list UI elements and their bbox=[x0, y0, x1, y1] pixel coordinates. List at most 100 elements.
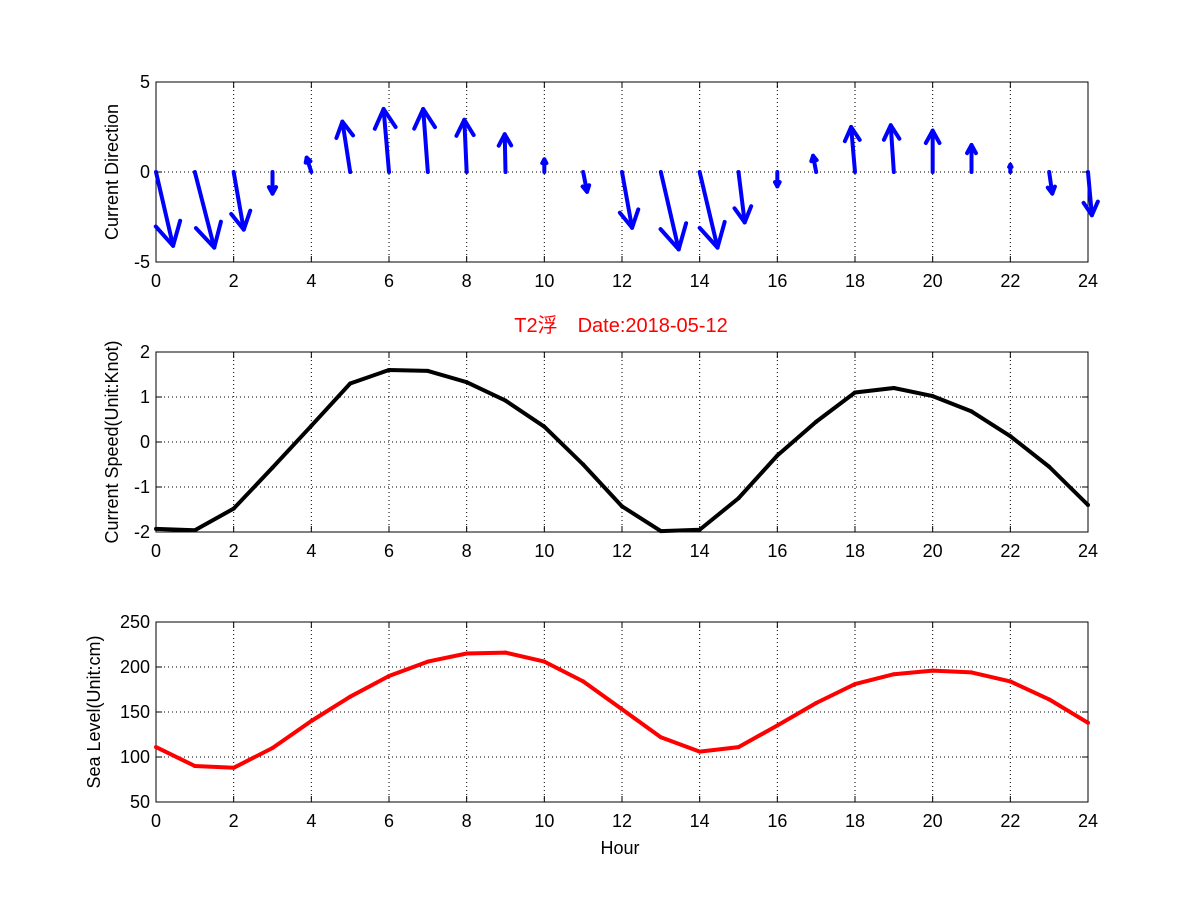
x-tick-label: 18 bbox=[845, 541, 865, 561]
y-tick-label: -5 bbox=[134, 252, 150, 272]
direction-arrow bbox=[809, 153, 819, 174]
data-point bbox=[309, 719, 314, 723]
data-point bbox=[930, 394, 935, 399]
y-tick-label: 0 bbox=[140, 162, 150, 182]
x-tick-label: 14 bbox=[690, 811, 710, 831]
y-tick-label: 250 bbox=[120, 612, 150, 632]
chart-title: T2浮 Date:2018-05-12 bbox=[514, 314, 727, 337]
y-tick-label: 100 bbox=[120, 747, 150, 767]
direction-arrow bbox=[580, 170, 592, 194]
data-point bbox=[503, 398, 508, 403]
data-point bbox=[464, 380, 469, 385]
x-tick-label: 8 bbox=[462, 271, 472, 291]
data-point bbox=[348, 381, 353, 386]
sealevel-grid bbox=[156, 622, 1088, 802]
direction-arrow bbox=[229, 170, 253, 232]
direction-y-axis-label: Current Direction bbox=[102, 104, 122, 240]
x-tick-label: 4 bbox=[306, 541, 316, 561]
direction-arrow bbox=[732, 170, 754, 225]
data-point bbox=[581, 679, 586, 684]
direction-arrow bbox=[372, 107, 398, 174]
direction-arrow bbox=[923, 128, 942, 174]
direction-arrow bbox=[1007, 162, 1014, 174]
x-tick-label: 10 bbox=[534, 271, 554, 291]
direction-arrow bbox=[772, 170, 782, 189]
direction-arrow bbox=[697, 170, 727, 250]
direction-arrow bbox=[454, 117, 476, 174]
x-tick-label: 4 bbox=[306, 811, 316, 831]
x-tick-label: 16 bbox=[767, 811, 787, 831]
data-point bbox=[154, 745, 158, 750]
data-point bbox=[891, 672, 896, 677]
direction-arrow bbox=[412, 107, 437, 174]
x-tick-label: 8 bbox=[462, 541, 472, 561]
current-direction-panel: 0 2 4 6 8 10 12 14 16 18 20 22 24-505 Current Direct… bbox=[102, 72, 1100, 291]
data-point bbox=[1047, 464, 1052, 469]
direction-arrow bbox=[496, 132, 514, 174]
sealevel-series bbox=[154, 650, 1090, 770]
x-tick-label: 22 bbox=[1000, 271, 1020, 291]
data-point bbox=[231, 506, 236, 511]
y-tick-label: -2 bbox=[134, 522, 150, 542]
data-point bbox=[192, 764, 197, 768]
data-point bbox=[775, 453, 780, 458]
x-tick-label: 24 bbox=[1078, 541, 1098, 561]
data-point bbox=[969, 409, 974, 414]
x-tick-label: 10 bbox=[534, 541, 554, 561]
data-point bbox=[814, 419, 819, 424]
direction-arrow bbox=[617, 170, 641, 230]
data-point bbox=[270, 746, 275, 750]
direction-arrow bbox=[266, 170, 279, 196]
data-point bbox=[620, 707, 624, 712]
data-point bbox=[736, 745, 741, 750]
y-tick-label: 200 bbox=[120, 657, 150, 677]
x-tick-label: 8 bbox=[462, 811, 472, 831]
data-point bbox=[387, 674, 391, 678]
x-tick-label: 6 bbox=[384, 541, 394, 561]
data-point bbox=[658, 529, 663, 534]
direction-arrows bbox=[153, 107, 1100, 252]
direction-arrow bbox=[842, 125, 862, 174]
y-tick-label: 1 bbox=[140, 387, 150, 407]
data-point bbox=[270, 465, 275, 470]
data-point bbox=[853, 390, 857, 395]
x-tick-label: 10 bbox=[534, 811, 554, 831]
x-tick-label: 6 bbox=[384, 271, 394, 291]
x-tick-label: 6 bbox=[384, 811, 394, 831]
data-point bbox=[581, 462, 586, 467]
data-point bbox=[464, 651, 469, 656]
data-point bbox=[658, 735, 663, 740]
x-tick-label: 24 bbox=[1078, 811, 1098, 831]
direction-arrow bbox=[658, 170, 689, 252]
x-axis-label: Hour bbox=[600, 838, 639, 858]
direction-arrow bbox=[540, 157, 549, 174]
data-point bbox=[425, 659, 430, 664]
direction-arrow bbox=[881, 123, 902, 174]
direction-arrow bbox=[334, 119, 356, 174]
x-tick-label: 0 bbox=[151, 541, 161, 561]
data-point bbox=[387, 368, 391, 372]
current-speed-panel: T2浮 Date:2018-05-12 0 2 4 6 8 10 12 14 16 18 20 22 2… bbox=[102, 314, 1098, 561]
x-tick-label: 14 bbox=[690, 271, 710, 291]
direction-arrow bbox=[303, 155, 314, 174]
x-tick-label: 2 bbox=[229, 541, 239, 561]
data-point bbox=[1086, 503, 1090, 507]
direction-arrow bbox=[1081, 170, 1100, 218]
y-tick-label: 2 bbox=[140, 342, 150, 362]
data-point bbox=[736, 496, 741, 501]
data-point bbox=[192, 528, 197, 533]
data-point bbox=[542, 659, 547, 664]
data-point bbox=[348, 694, 353, 699]
data-point bbox=[542, 424, 547, 429]
data-point bbox=[969, 670, 974, 675]
x-tick-label: 20 bbox=[923, 811, 943, 831]
x-tick-label: 16 bbox=[767, 541, 787, 561]
x-tick-label: 12 bbox=[612, 541, 632, 561]
data-point bbox=[1008, 679, 1013, 684]
data-point bbox=[503, 650, 508, 655]
direction-ticks: 0 2 4 6 8 10 12 14 16 18 20 22 24-505 bbox=[134, 72, 1098, 291]
